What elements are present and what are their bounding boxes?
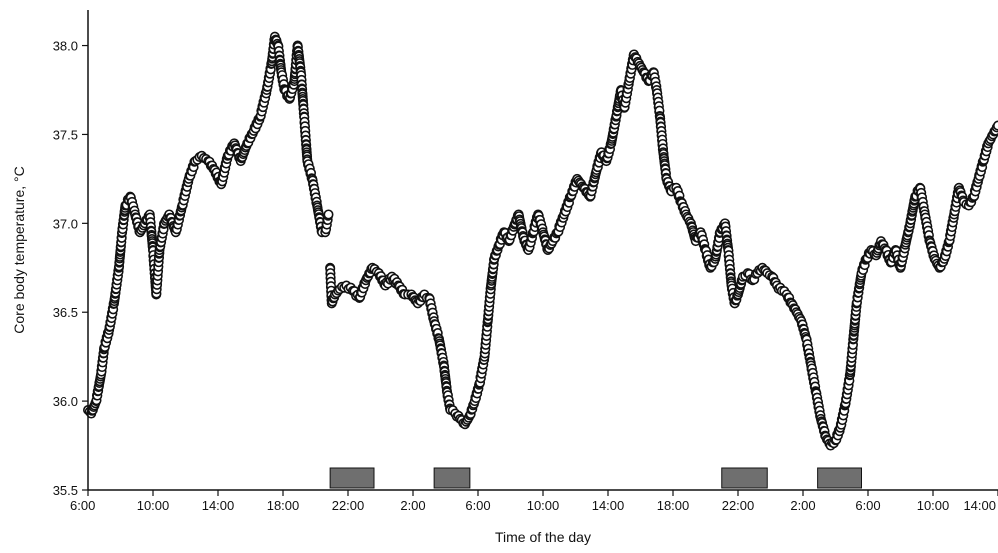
x-ticks: 6:00 10:00 14:00 18:00 22:00 2:00 6:00 10:00 14:… [70,490,998,513]
y-tick-label: 37.5 [53,127,78,142]
data-point [323,209,334,220]
x-tick-label: 18:00 [657,498,690,513]
x-tick-label: 18:00 [267,498,300,513]
y-tick-label: 35.5 [53,483,78,498]
sleep-bar [721,467,768,489]
x-tick-label: 10:00 [917,498,950,513]
sleep-bar [817,467,862,489]
data-point [993,120,998,131]
y-ticks: 35.5 36.0 36.5 37.0 37.5 38.0 [53,39,88,498]
data-points [83,31,998,451]
y-tick-label: 36.0 [53,394,78,409]
x-tick-label: 6:00 [855,498,880,513]
x-tick-label: 2:00 [790,498,815,513]
y-tick-label: 38.0 [53,39,78,54]
x-tick-label: 14:00 [202,498,235,513]
x-tick-label: 14:00 [963,498,996,513]
x-tick-label: 14:00 [592,498,625,513]
sleep-bar [329,467,375,489]
x-tick-label: 10:00 [527,498,560,513]
x-tick-label: 10:00 [137,498,170,513]
x-tick-label: 22:00 [332,498,365,513]
x-tick-label: 22:00 [722,498,755,513]
x-tick-label: 2:00 [400,498,425,513]
sleep-bar [433,467,471,489]
y-tick-label: 36.5 [53,305,78,320]
x-tick-label: 6:00 [70,498,95,513]
y-tick-label: 37.0 [53,216,78,231]
x-axis-title: Time of the day [495,529,591,545]
sleep-bars [329,467,862,489]
x-tick-label: 6:00 [465,498,490,513]
y-axis-title: Core body temperature, °C [11,166,27,333]
